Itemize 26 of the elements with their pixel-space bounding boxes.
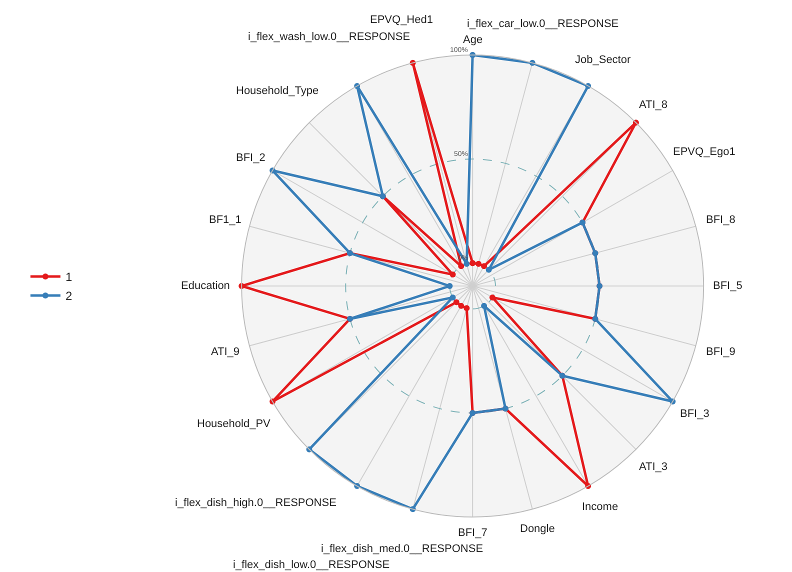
spoke-label: BFI_7: [458, 527, 488, 539]
spoke-label: BFI_9: [706, 346, 736, 358]
legend-label: 2: [65, 289, 72, 304]
spoke-label: Job_Sector: [575, 54, 631, 66]
spoke-label: i_flex_wash_low.0__RESPONSE: [248, 31, 410, 43]
spoke-label: Household_Type: [236, 85, 319, 97]
legend-label: 1: [65, 270, 72, 284]
spoke-label: EPVQ_Hed1: [370, 14, 433, 26]
spoke-label: EPVQ_Ego1: [673, 146, 736, 158]
spoke-label: Education: [181, 280, 230, 292]
spoke-label: Income: [582, 501, 618, 513]
spoke-label: BFI_5: [713, 280, 742, 292]
spoke-label: ATI_8: [639, 99, 668, 111]
spoke-label: i_flex_dish_low.0__RESPONSE: [233, 559, 390, 571]
spoke-label: i_flex_dish_high.0__RESPONSE: [175, 497, 336, 509]
spoke-label: BFI_8: [706, 214, 736, 226]
spoke-label: i_flex_dish_med.0__RESPONSE: [321, 543, 484, 555]
spoke-label: BF1_1: [209, 214, 242, 226]
spoke-label: ATI_3: [639, 461, 668, 473]
spoke-label: Household_PV: [197, 418, 272, 430]
spoke-label: BFI_2: [236, 152, 266, 164]
spoke-label: Dongle: [520, 523, 555, 535]
spoke-label: Age: [463, 34, 483, 46]
spoke-label: BFI_3: [680, 408, 710, 420]
spoke-label: ATI_9: [211, 346, 240, 358]
spoke-label: i_flex_car_low.0__RESPONSE: [467, 18, 619, 30]
